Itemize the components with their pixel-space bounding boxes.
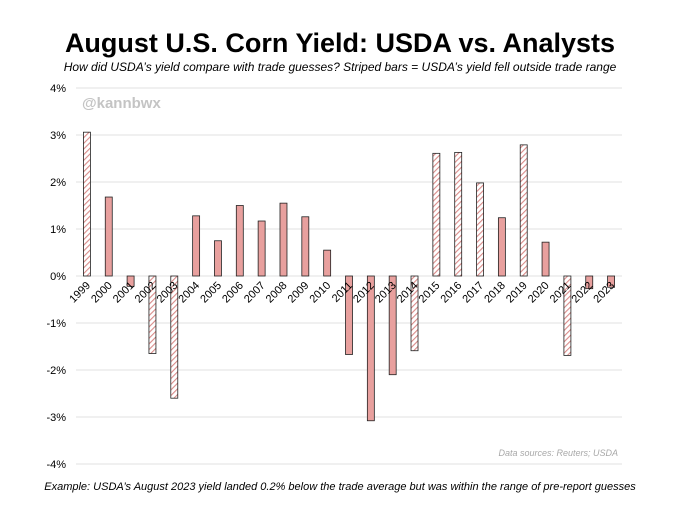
chart-subtitle: How did USDA’s yield compare with trade …	[63, 60, 617, 74]
y-tick-label: -3%	[46, 412, 66, 424]
bar-2016	[454, 151, 463, 277]
y-tick-label: -2%	[46, 365, 66, 377]
x-tick-label: 2017	[460, 280, 486, 306]
x-tick-label: 2007	[242, 280, 268, 306]
bar-2018	[497, 217, 506, 277]
bar-2014	[410, 275, 419, 352]
bar-2009	[301, 216, 310, 277]
y-tick-label: 3%	[50, 130, 66, 142]
bar-2010	[323, 249, 332, 277]
bar-2005	[214, 240, 222, 277]
bar-2011	[345, 275, 353, 355]
x-tick-label: 2010	[307, 280, 333, 306]
chart-title: August U.S. Corn Yield: USDA vs. Analyst…	[64, 28, 616, 58]
bar-2020	[541, 241, 550, 277]
y-tick-label: 2%	[50, 177, 66, 189]
y-tick-label: 1%	[50, 224, 66, 236]
y-tick-label: -1%	[46, 318, 66, 330]
y-tick-label: -4%	[46, 459, 66, 471]
watermark-text: @kannbwx	[82, 95, 161, 112]
chart-footnote: Example: USDA’s August 2023 yield landed…	[44, 481, 636, 493]
bar-2023	[607, 275, 615, 288]
x-tick-label: 2004	[176, 280, 202, 306]
bar-2015	[432, 152, 441, 277]
bar-2002	[148, 275, 157, 354]
bar-2004	[192, 215, 201, 277]
x-tick-label: 2000	[89, 280, 115, 306]
bar-2021	[563, 275, 572, 356]
bar-2022	[585, 275, 594, 290]
y-tick-label: 4%	[50, 83, 66, 95]
x-tick-label: 2015	[417, 280, 443, 306]
x-tick-label: 2018	[482, 280, 508, 306]
bar-2017	[476, 182, 484, 277]
bar-1999	[83, 131, 91, 277]
x-tick-label: 2016	[439, 280, 465, 306]
bar-2019	[519, 144, 528, 277]
y-tick-label: 0%	[50, 271, 66, 283]
x-tick-label: 2005	[198, 280, 224, 306]
x-tick-label: 2006	[220, 280, 246, 306]
bar-2013	[388, 275, 397, 376]
bar-2007	[257, 220, 266, 277]
x-tick-label: 2008	[264, 280, 290, 306]
bar-2012	[366, 275, 375, 422]
bar-2001	[126, 275, 135, 287]
x-tick-label: 2020	[526, 280, 552, 306]
x-tick-label: 2019	[504, 280, 530, 306]
bar-2006	[235, 205, 244, 277]
source-text: Data sources: Reuters; USDA	[498, 448, 618, 458]
x-tick-label: 1999	[67, 280, 93, 306]
x-tick-label: 2009	[286, 280, 312, 306]
bar-2008	[279, 202, 288, 277]
bar-2000	[104, 196, 113, 277]
bar-2003	[170, 275, 179, 399]
